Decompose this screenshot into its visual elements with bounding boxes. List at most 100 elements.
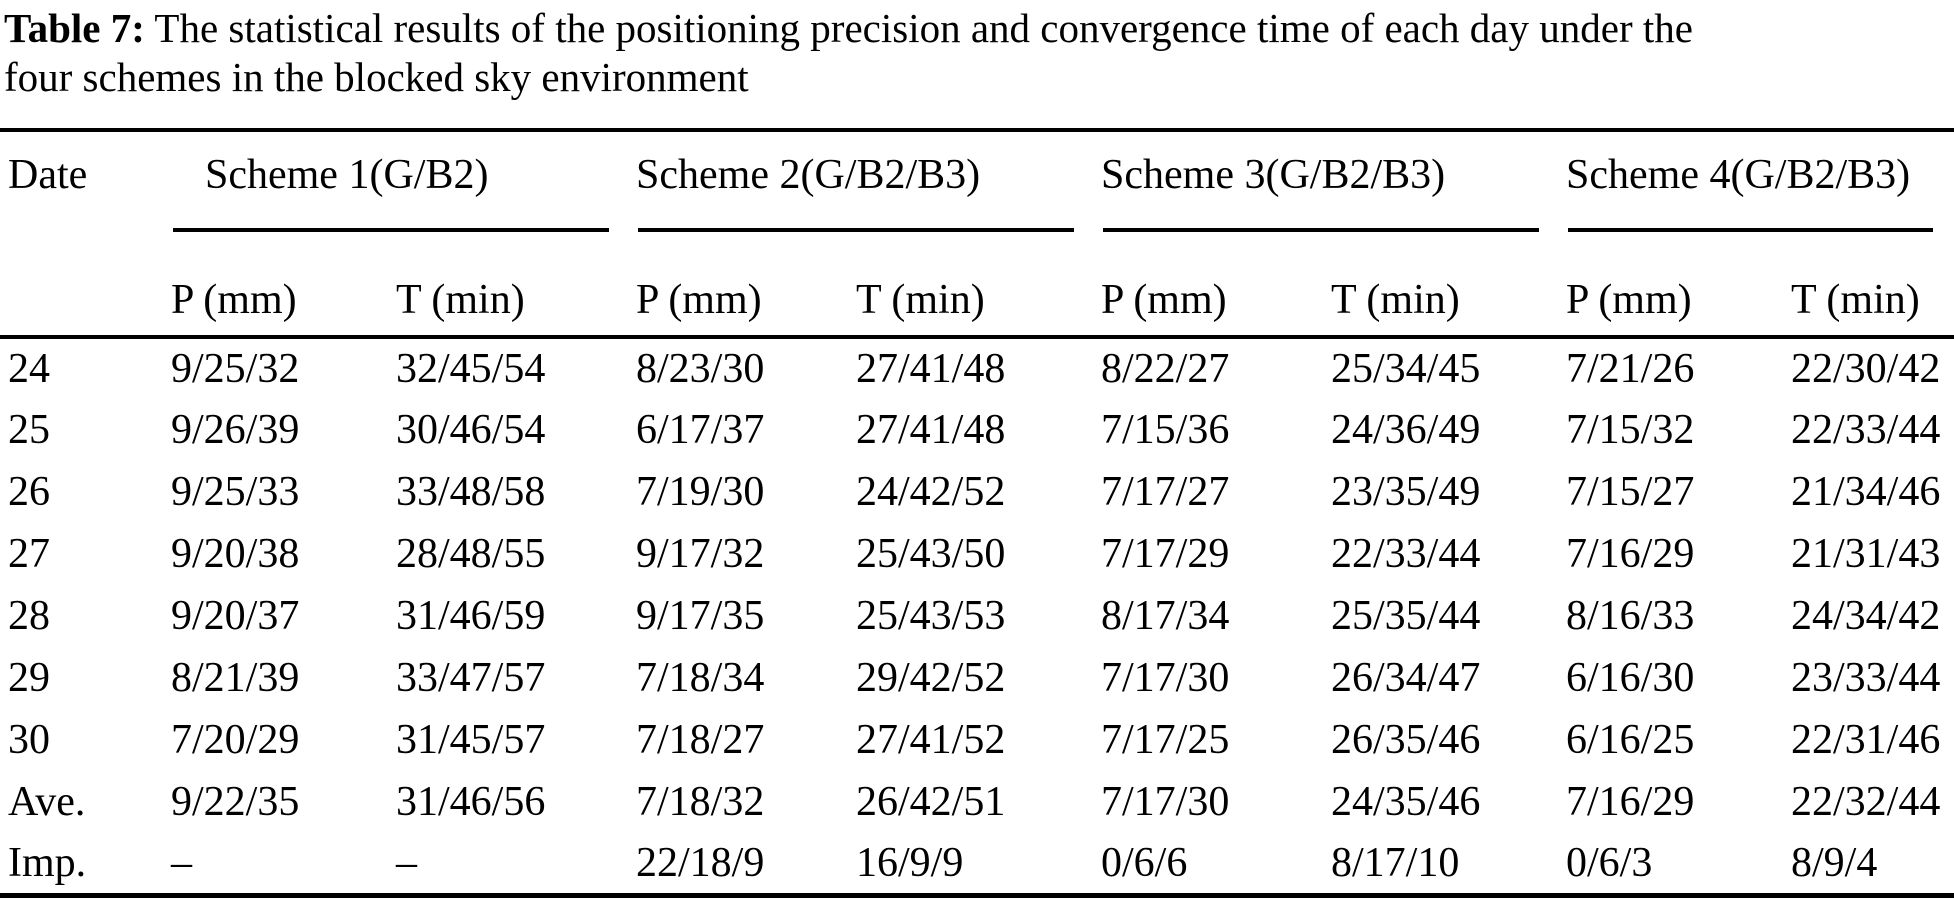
cell-s2-t: 27/41/52	[856, 717, 1006, 763]
cell-s1-t: 33/48/58	[396, 469, 546, 515]
cell-s2-p: 6/17/37	[636, 407, 765, 453]
row-label: 30	[8, 717, 50, 763]
cell-s2-p: 9/17/32	[636, 531, 765, 577]
row-label: 25	[8, 407, 50, 453]
cell-s4-p: 6/16/25	[1566, 717, 1695, 763]
cell-s3-p: 7/17/30	[1101, 779, 1230, 825]
scheme-header-row: Date Scheme 1(G/B2) Scheme 2(G/B2/B3) Sc…	[0, 130, 1954, 232]
cell-s4-p: 8/16/33	[1566, 593, 1695, 639]
cell-s3-t: 22/33/44	[1331, 531, 1481, 577]
cell-s2-t: 24/42/52	[856, 469, 1006, 515]
cell-s2-t: 25/43/53	[856, 593, 1006, 639]
cell-s3-t: 25/35/44	[1331, 593, 1481, 639]
table-row-30: 30 7/20/29 31/45/57 7/18/27 27/41/52 7/1…	[0, 709, 1954, 771]
cell-s1-t: 30/46/54	[396, 407, 546, 453]
cell-s3-p: 7/17/30	[1101, 655, 1230, 701]
cell-s3-p: 0/6/6	[1101, 839, 1188, 886]
row-label: 28	[8, 593, 50, 639]
cell-s1-t: 33/47/57	[396, 655, 546, 701]
cell-s4-p: 0/6/3	[1566, 839, 1653, 886]
cell-s2-t: 26/42/51	[856, 779, 1006, 825]
row-label: 26	[8, 469, 50, 515]
cell-s1-p: 9/26/39	[171, 407, 300, 453]
column-header-s4-t: T (min)	[1791, 277, 1920, 323]
column-group-scheme-1: Scheme 1(G/B2)	[165, 130, 630, 232]
table-row-25: 25 9/26/39 30/46/54 6/17/37 27/41/48 7/1…	[0, 399, 1954, 461]
cell-s3-t: 26/34/47	[1331, 655, 1481, 701]
table-row-28: 28 9/20/37 31/46/59 9/17/35 25/43/53 8/1…	[0, 585, 1954, 647]
cell-s1-p: –	[171, 839, 192, 886]
cell-s2-t: 27/41/48	[850, 335, 1096, 399]
cell-s2-p: 7/18/34	[636, 655, 765, 701]
cell-s4-t: 8/9/4	[1791, 839, 1878, 886]
cell-s4-t: 22/32/44	[1791, 779, 1941, 825]
cell-s3-t: 23/35/49	[1331, 469, 1481, 515]
cell-s1-p: 9/25/33	[171, 469, 300, 515]
cell-s1-p: 7/20/29	[171, 717, 300, 763]
cell-s1-p: 9/25/32	[165, 335, 390, 399]
cell-s1-t: 32/45/54	[390, 335, 631, 399]
cell-s4-p: 7/16/29	[1566, 779, 1695, 825]
cell-s4-p: 7/16/29	[1566, 531, 1695, 577]
table-row-average: Ave. 9/22/35 31/46/56 7/18/32 26/42/51 7…	[0, 771, 1954, 833]
row-label: 24	[0, 335, 165, 399]
cell-s3-t: 25/34/45	[1325, 335, 1561, 399]
row-label: Ave.	[8, 779, 86, 825]
cell-s1-p: 9/20/37	[171, 593, 300, 639]
cell-s3-p: 8/22/27	[1095, 335, 1326, 399]
cell-s2-t: 16/9/9	[856, 839, 964, 886]
column-group-scheme-2: Scheme 2(G/B2/B3)	[630, 130, 1095, 232]
table-row-27: 27 9/20/38 28/48/55 9/17/32 25/43/50 7/1…	[0, 523, 1954, 585]
column-header-s3-p: P (mm)	[1101, 277, 1227, 323]
column-header-s2-t: T (min)	[856, 277, 985, 323]
column-header-s1-p: P (mm)	[171, 277, 297, 323]
cell-s3-p: 7/17/29	[1101, 531, 1230, 577]
cell-s2-p: 22/18/9	[636, 839, 765, 886]
column-header-s2-p: P (mm)	[636, 277, 762, 323]
row-label: 27	[8, 531, 50, 577]
column-header-s1-t: T (min)	[396, 277, 525, 323]
row-label: Imp.	[8, 839, 87, 886]
cell-s2-p: 7/18/27	[636, 717, 765, 763]
column-header-date: Date	[8, 152, 88, 198]
table-row-29: 29 8/21/39 33/47/57 7/18/34 29/42/52 7/1…	[0, 647, 1954, 709]
cell-s2-t: 29/42/52	[856, 655, 1006, 701]
table-row-26: 26 9/25/33 33/48/58 7/19/30 24/42/52 7/1…	[0, 461, 1954, 523]
cell-s4-p: 7/15/32	[1566, 407, 1695, 453]
cell-s2-t: 25/43/50	[856, 531, 1006, 577]
cell-s1-t: 31/45/57	[396, 717, 546, 763]
cell-s3-p: 7/17/27	[1101, 469, 1230, 515]
cell-s4-p: 6/16/30	[1566, 655, 1695, 701]
cell-s1-p: 9/22/35	[171, 779, 300, 825]
cell-s3-t: 24/35/46	[1331, 779, 1481, 825]
column-header-s3-t: T (min)	[1331, 277, 1460, 323]
results-table: Date Scheme 1(G/B2) Scheme 2(G/B2/B3) Sc…	[0, 128, 1954, 898]
cell-s2-p: 7/19/30	[636, 469, 765, 515]
cell-s4-p: 7/15/27	[1566, 469, 1695, 515]
cell-s3-p: 8/17/34	[1101, 593, 1230, 639]
table-caption-label: Table 7:	[4, 5, 145, 51]
cell-s4-t: 22/30/42	[1785, 335, 1954, 399]
cell-s4-t: 24/34/42	[1791, 593, 1941, 639]
table-caption-text-line2: four schemes in the blocked sky environm…	[4, 54, 749, 100]
row-label: 29	[8, 655, 50, 701]
cell-s1-p: 8/21/39	[171, 655, 300, 701]
column-group-scheme-3: Scheme 3(G/B2/B3)	[1095, 130, 1560, 232]
cell-s1-t: 31/46/59	[396, 593, 546, 639]
cell-s4-t: 23/33/44	[1791, 655, 1941, 701]
table-row-24: 24 9/25/32 32/45/54 8/23/30 27/41/48 8/2…	[0, 335, 1954, 399]
table-row-improvement: Imp. – – 22/18/9 16/9/9 0/6/6 8/17/10 0/…	[0, 833, 1954, 895]
cell-s4-p: 7/21/26	[1560, 335, 1786, 399]
cell-s4-t: 22/31/46	[1791, 717, 1941, 763]
subheader-row: P (mm) T (min) P (mm) T (min) P (mm) T (…	[0, 232, 1954, 337]
table-caption-text-line1: The statistical results of the positioni…	[154, 5, 1693, 51]
cell-s2-p: 8/23/30	[630, 335, 851, 399]
cell-s4-t: 21/34/46	[1791, 469, 1941, 515]
cell-s2-p: 9/17/35	[636, 593, 765, 639]
cell-s1-t: 28/48/55	[396, 531, 546, 577]
cell-s3-p: 7/17/25	[1101, 717, 1230, 763]
column-header-s4-p: P (mm)	[1566, 277, 1692, 323]
cell-s3-t: 8/17/10	[1331, 839, 1460, 886]
cell-s2-p: 7/18/32	[636, 779, 765, 825]
